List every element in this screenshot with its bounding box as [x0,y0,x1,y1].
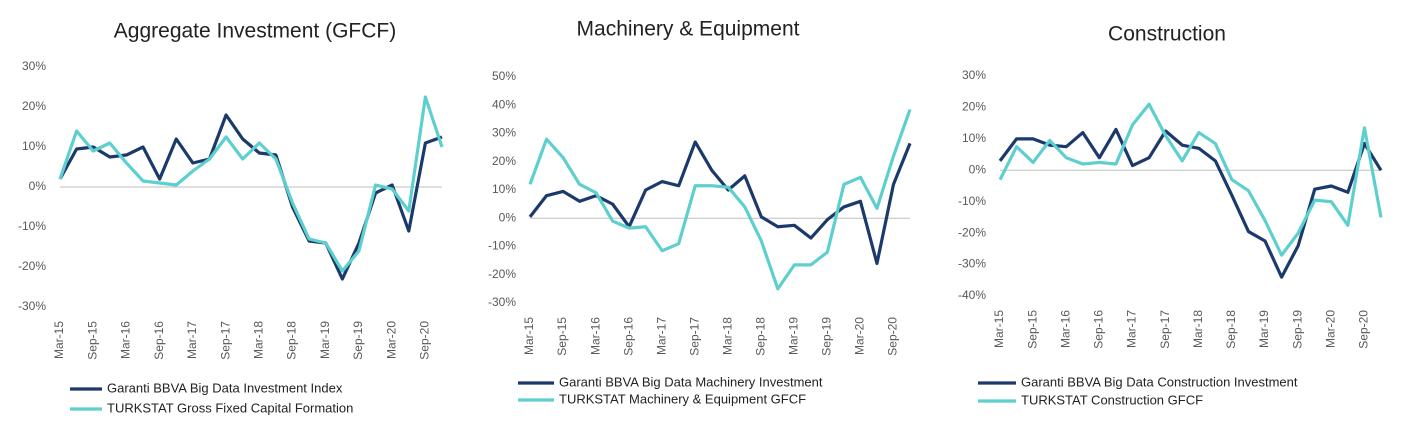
y-tick-label: 30% [492,126,516,140]
x-tick-label: Mar-19 [318,321,332,359]
x-tick-label: Sep-17 [1158,310,1172,349]
x-tick-label: Sep-17 [687,317,701,356]
y-tick-label: 0% [29,179,47,193]
x-tick-label: Sep-19 [1290,310,1304,349]
y-tick-label: 10% [22,139,46,153]
chart-title: Construction [1108,23,1226,46]
x-tick-label: Sep-18 [285,321,299,360]
x-tick-label: Mar-16 [119,321,133,359]
legend-label: Garanti BBVA Big Data Machinery Investme… [559,374,823,389]
x-tick-label: Sep-15 [1025,310,1039,349]
y-tick-label: -20% [488,267,516,281]
y-tick-label: -10% [18,219,46,233]
x-tick-label: Sep-20 [886,317,900,356]
y-tick-label: 10% [962,131,986,145]
y-tick-label: 40% [492,97,516,111]
x-tick-label: Mar-18 [1191,310,1205,348]
legend-label: TURKSTAT Gross Fixed Capital Formation [107,400,353,415]
x-tick-label: Sep-15 [555,317,569,356]
x-tick-label: Mar-17 [185,321,199,359]
x-tick-label: Sep-16 [152,321,166,360]
y-tick-label: 20% [492,154,516,168]
y-tick-label: 20% [22,99,46,113]
x-tick-label: Mar-16 [1058,310,1072,348]
chart-title: Machinery & Equipment [577,18,800,41]
y-tick-label: -20% [958,225,986,239]
legend-label: TURKSTAT Construction GFCF [1021,392,1203,407]
y-tick-label: -30% [488,295,516,309]
y-tick-label: -10% [488,239,516,253]
y-tick-label: -40% [958,288,986,302]
y-tick-label: 0% [969,162,987,176]
x-tick-label: Mar-20 [1323,310,1337,348]
x-tick-label: Sep-15 [85,321,99,360]
x-tick-label: Mar-20 [384,321,398,359]
x-tick-label: Sep-20 [1357,310,1371,349]
x-tick-label: Mar-15 [52,321,66,359]
series-line [58,113,443,281]
y-tick-label: -10% [958,194,986,208]
series-line [528,108,912,291]
series-line [998,102,1383,257]
y-tick-label: 0% [499,210,517,224]
x-tick-label: Mar-19 [787,317,801,355]
y-tick-label: -30% [958,257,986,271]
legend-label: TURKSTAT Machinery & Equipment GFCF [559,391,806,406]
x-tick-label: Mar-19 [1257,310,1271,348]
x-tick-label: Sep-19 [820,317,834,356]
x-tick-label: Mar-17 [1125,310,1139,348]
y-tick-label: -20% [18,259,46,273]
y-tick-label: 50% [492,69,516,83]
x-tick-label: Mar-18 [251,321,265,359]
series-line [528,140,912,266]
legend-label: Garanti BBVA Big Data Construction Inves… [1021,374,1298,389]
x-tick-label: Mar-15 [522,317,536,355]
series-line [998,127,1383,279]
chart-title: Aggregate Investment (GFCF) [114,20,396,43]
y-tick-label: 20% [962,100,986,114]
y-tick-label: -30% [18,299,46,313]
x-tick-label: Mar-15 [992,310,1006,348]
y-tick-label: 30% [962,68,986,82]
y-tick-label: 10% [492,182,516,196]
y-tick-label: 30% [22,59,46,73]
x-tick-label: Sep-18 [1224,310,1238,349]
x-tick-label: Sep-19 [351,321,365,360]
x-tick-label: Sep-18 [753,317,767,356]
legend-label: Garanti BBVA Big Data Investment Index [107,380,343,395]
x-tick-label: Mar-20 [853,317,867,355]
series-line [58,95,444,273]
x-tick-label: Mar-16 [588,317,602,355]
x-tick-label: Sep-16 [621,317,635,356]
x-tick-label: Mar-18 [720,317,734,355]
x-tick-label: Sep-17 [218,321,232,360]
x-tick-label: Sep-20 [418,321,432,360]
x-tick-label: Sep-16 [1092,310,1106,349]
x-tick-label: Mar-17 [654,317,668,355]
